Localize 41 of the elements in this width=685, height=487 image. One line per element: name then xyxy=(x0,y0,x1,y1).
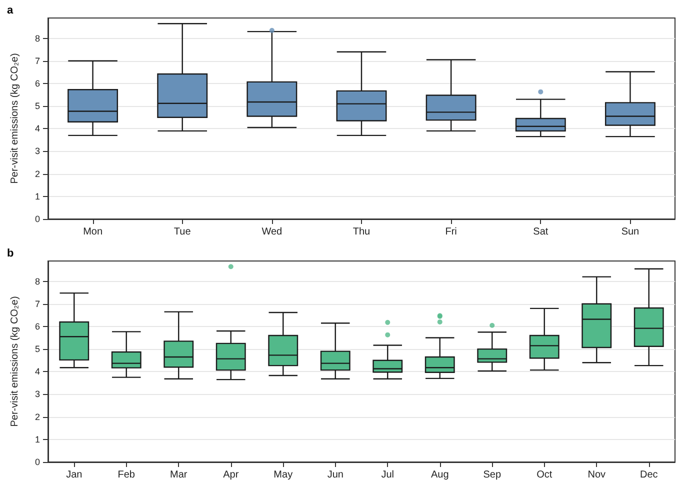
x-tick-label: Feb xyxy=(118,470,136,480)
x-tick-label: Jan xyxy=(66,470,82,480)
x-tick-label: Mon xyxy=(83,226,103,238)
x-tick-label: Apr xyxy=(223,470,240,480)
x-tick-label: Sun xyxy=(621,226,640,238)
x-tick-label: Fri xyxy=(445,226,457,238)
x-tick-label: Thu xyxy=(352,226,370,238)
y-tick-label: 0 xyxy=(34,214,40,224)
chart-title: a xyxy=(7,4,14,16)
y-tick-label: 2 xyxy=(34,412,40,422)
x-tick-label: Sat xyxy=(533,226,548,238)
x-tick-label: Nov xyxy=(588,470,606,480)
y-tick-label: 7 xyxy=(34,56,40,66)
y-tick-label: 6 xyxy=(34,321,40,332)
x-tick-label: Jul xyxy=(381,470,394,480)
x-tick-label: May xyxy=(274,470,293,480)
x-tick-label: Sep xyxy=(483,470,502,480)
y-tick-label: 3 xyxy=(34,389,40,400)
y-tick-label: 5 xyxy=(34,101,40,112)
x-tick-label: Jun xyxy=(327,470,344,480)
x-tick-label: Dec xyxy=(640,470,658,480)
y-tick-label: 5 xyxy=(34,344,40,354)
y-tick-label: 1 xyxy=(34,434,40,444)
y-tick-label: 8 xyxy=(34,276,40,286)
y-axis-title: Per-visit emissions (kg CO₂e) xyxy=(10,53,20,184)
y-tick-label: 1 xyxy=(34,191,40,202)
y-tick-label: 6 xyxy=(34,78,40,88)
y-tick-label: 4 xyxy=(34,124,40,134)
y-axis-title: Per-visit emissions (kg CO₂e) xyxy=(10,296,20,427)
y-tick-label: 0 xyxy=(34,457,40,467)
y-tick-label: 8 xyxy=(34,33,40,44)
y-tick-label: 2 xyxy=(34,168,40,179)
y-tick-label: 7 xyxy=(34,298,40,309)
y-tick-label: 3 xyxy=(34,146,40,156)
x-tick-label: Aug xyxy=(430,470,449,480)
x-tick-label: Tue xyxy=(174,226,192,238)
x-tick-label: Wed xyxy=(262,226,282,238)
y-tick-label: 4 xyxy=(34,366,40,377)
x-tick-label: Mar xyxy=(170,470,188,480)
x-tick-label: Oct xyxy=(536,470,552,480)
chart-title: b xyxy=(7,248,14,260)
